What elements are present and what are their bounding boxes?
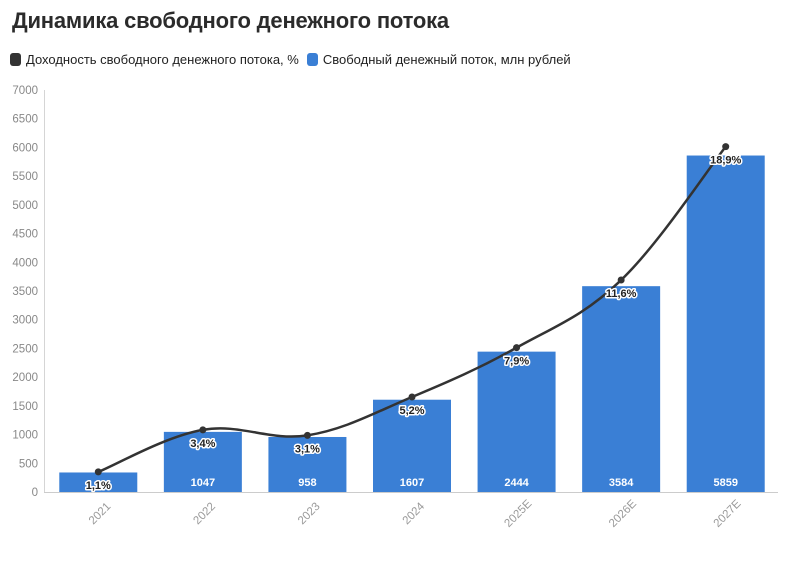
- legend-label-yield: Доходность свободного денежного потока, …: [26, 52, 299, 67]
- fcf-bar-label: 1607: [400, 477, 424, 489]
- legend-item-fcf: Свободный денежный поток, млн рублей: [306, 52, 571, 67]
- y-tick-label: 4500: [12, 229, 38, 241]
- yield-point: [617, 276, 625, 284]
- fcf-bar-label: 3584: [609, 477, 634, 489]
- legend-swatch-fcf: [306, 53, 318, 66]
- x-tick-label: 2025E: [502, 498, 534, 530]
- y-tick-label: 4000: [12, 257, 38, 269]
- fcf-bar-label: 958: [298, 477, 316, 489]
- y-tick-label: 2000: [12, 372, 38, 384]
- yield-point: [722, 143, 730, 151]
- y-tick-label: 6500: [12, 114, 38, 126]
- yield-label: 1,1%: [86, 480, 111, 492]
- x-tick-label: 2023: [296, 501, 323, 528]
- fcf-bar: [686, 155, 765, 492]
- yield-label: 5,2%: [399, 405, 424, 417]
- yield-label: 18,9%: [710, 155, 741, 167]
- legend-swatch-yield: [10, 53, 21, 66]
- yield-point: [199, 426, 207, 434]
- y-tick-label: 7000: [12, 85, 38, 97]
- yield-label: 7,9%: [504, 356, 529, 368]
- fcf-bar: [373, 399, 451, 492]
- y-tick-label: 0: [32, 487, 38, 499]
- fcf-bar-label: 5859: [713, 477, 737, 489]
- yield-label: 11,6%: [606, 288, 637, 300]
- y-tick-label: 500: [19, 458, 38, 470]
- x-tick-label: 2027E: [712, 498, 744, 530]
- y-tick-label: 5500: [12, 171, 38, 183]
- legend-item-yield: Доходность свободного денежного потока, …: [10, 52, 299, 67]
- y-tick-label: 3000: [12, 315, 38, 327]
- yield-label: 3,1%: [295, 443, 320, 455]
- fcf-bar-label: 1047: [191, 477, 215, 489]
- fcf-bar: [163, 431, 242, 492]
- x-tick-label: 2022: [191, 501, 218, 528]
- yield-point: [303, 431, 311, 439]
- yield-point: [94, 468, 102, 476]
- legend-label-fcf: Свободный денежный поток, млн рублей: [322, 52, 571, 67]
- fcf-bar-label: 2444: [504, 477, 529, 489]
- x-tick-label: 2026E: [607, 498, 639, 530]
- fcf-bar: [268, 436, 347, 492]
- yield-point: [408, 393, 416, 401]
- y-tick-label: 1000: [12, 430, 38, 442]
- chart-title: Динамика свободного денежного потока: [12, 8, 449, 33]
- y-tick-label: 6000: [12, 142, 38, 154]
- x-tick-label: 2021: [87, 501, 114, 528]
- fcf-bar: [59, 472, 138, 492]
- y-tick-label: 1500: [12, 401, 38, 413]
- fcf-bar: [582, 286, 661, 492]
- yield-label: 3,4%: [190, 438, 215, 450]
- fcf-bar: [477, 351, 556, 492]
- x-tick-label: 2024: [401, 500, 428, 527]
- yield-point: [513, 344, 521, 352]
- y-tick-label: 5000: [12, 200, 38, 212]
- legend: Доходность свободного денежного потока, …: [10, 52, 579, 67]
- y-tick-label: 2500: [12, 343, 38, 355]
- y-tick-label: 3500: [12, 286, 38, 298]
